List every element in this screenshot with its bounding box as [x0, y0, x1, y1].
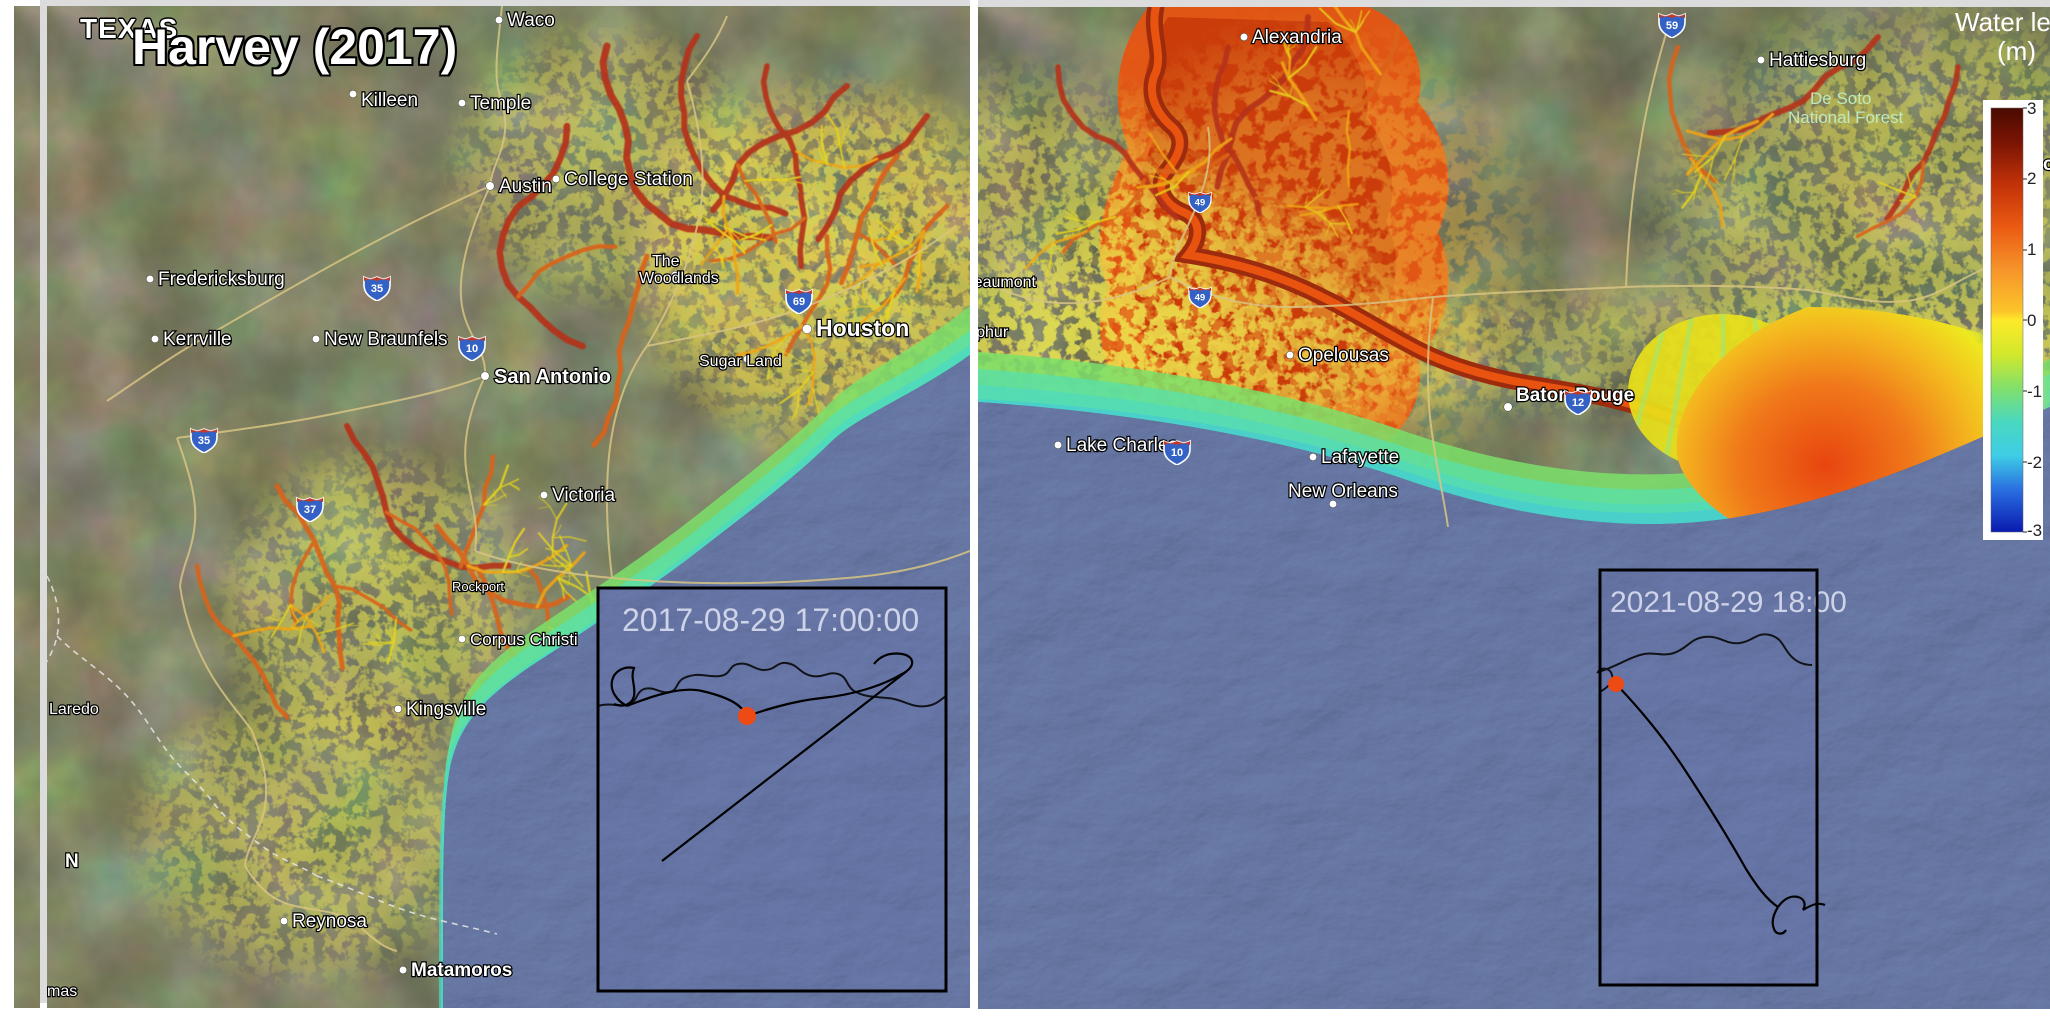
svg-text:2: 2 — [2027, 169, 2036, 188]
svg-text:-3: -3 — [2027, 521, 2042, 540]
svg-text:-1: -1 — [2027, 382, 2042, 401]
svg-text:0: 0 — [2027, 311, 2036, 330]
svg-text:-2: -2 — [2027, 453, 2042, 472]
svg-text:3: 3 — [2027, 100, 2036, 118]
svg-text:2017-08-29 17:00:00: 2017-08-29 17:00:00 — [622, 602, 919, 638]
svg-text:1: 1 — [2027, 240, 2036, 259]
svg-text:2021-08-29 18:00: 2021-08-29 18:00 — [1610, 586, 1847, 619]
